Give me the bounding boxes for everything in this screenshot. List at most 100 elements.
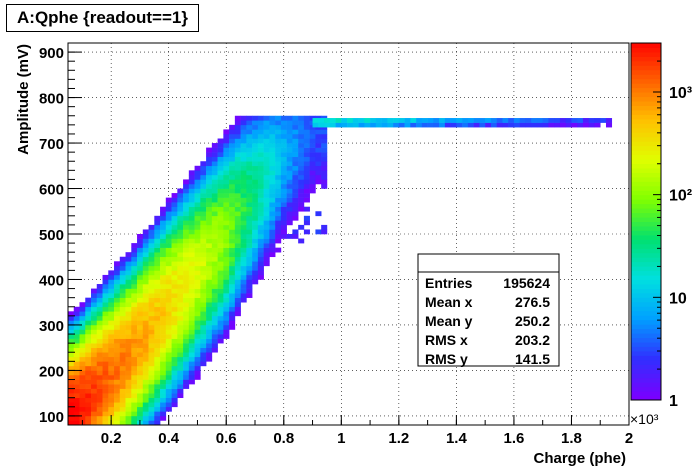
heatmap-cell: [206, 315, 213, 321]
heatmap-cell: [154, 402, 161, 408]
heatmap-cell: [280, 165, 287, 171]
heatmap-cell: [223, 334, 230, 339]
heatmap-cell: [269, 170, 276, 176]
heatmap-cell: [183, 270, 190, 276]
heatmap-cell: [188, 193, 195, 198]
heatmap-cell: [96, 393, 103, 399]
heatmap-cell: [200, 306, 207, 312]
heatmap-cell: [137, 306, 144, 312]
heatmap-cell: [315, 229, 322, 235]
color-scale-step: [631, 127, 661, 133]
heatmap-cell: [119, 352, 126, 358]
heatmap-cell: [347, 118, 354, 123]
color-scale-step: [631, 78, 661, 84]
heatmap-cell: [223, 143, 230, 148]
heatmap-cell: [183, 343, 190, 348]
heatmap-cell: [171, 202, 178, 208]
heatmap-cell: [292, 202, 299, 208]
heatmap-cell: [303, 143, 310, 148]
heatmap-cell: [148, 243, 155, 248]
heatmap-cell: [263, 256, 270, 262]
heatmap-cell: [148, 256, 155, 262]
color-scale-step: [631, 257, 661, 263]
heatmap-cell: [223, 193, 230, 198]
heatmap-cell: [154, 388, 161, 394]
heatmap-cell: [183, 211, 190, 217]
heatmap-cell: [234, 220, 241, 226]
heatmap-cell: [68, 352, 75, 358]
heatmap-cell: [257, 188, 264, 194]
heatmap-cell: [148, 270, 155, 276]
heatmap-cell: [200, 179, 207, 185]
heatmap-cell: [229, 224, 236, 230]
heatmap-cell: [217, 229, 224, 235]
heatmap-cell: [165, 252, 172, 258]
heatmap-cell: [257, 174, 264, 180]
heatmap-cell: [229, 174, 236, 180]
heatmap-cell: [206, 324, 213, 330]
heatmap-cell: [73, 374, 80, 380]
heatmap-cell: [125, 265, 132, 271]
heatmap-cell: [275, 115, 282, 121]
heatmap-cell: [142, 370, 149, 376]
heatmap-cell: [148, 338, 155, 344]
heatmap-cell: [188, 334, 195, 339]
heatmap-cell: [206, 311, 213, 317]
heatmap-cell: [275, 188, 282, 194]
heatmap-cell: [217, 329, 224, 335]
heatmap-cell: [200, 247, 207, 253]
x-scale-exponent: ×10³: [630, 411, 659, 427]
heatmap-cell: [79, 320, 86, 326]
heatmap-cell: [229, 156, 236, 162]
color-scale-step: [631, 159, 661, 164]
heatmap-cell: [286, 165, 293, 171]
heatmap-cell: [137, 393, 144, 399]
heatmap-cell: [211, 234, 218, 239]
heatmap-cell: [125, 270, 132, 276]
heatmap-cell: [246, 147, 253, 153]
heatmap-cell: [211, 306, 218, 312]
heatmap-cell: [263, 215, 270, 221]
heatmap-cell: [298, 120, 305, 126]
heatmap-cell: [73, 415, 80, 421]
heatmap-cell: [96, 311, 103, 317]
heatmap-cell: [91, 370, 98, 376]
heatmap-cell: [286, 220, 293, 226]
color-scale-step: [631, 101, 661, 106]
heatmap-cell: [177, 329, 184, 335]
heatmap-cell: [91, 356, 98, 362]
heatmap-cell: [171, 324, 178, 330]
heatmap-cell: [257, 265, 264, 271]
heatmap-cell: [183, 324, 190, 330]
heatmap-cell: [188, 356, 195, 362]
heatmap-cell: [194, 238, 201, 244]
heatmap-cell: [223, 279, 230, 285]
heatmap-cell: [309, 143, 316, 148]
heatmap-cell: [335, 118, 342, 123]
heatmap-cell: [381, 122, 388, 128]
heatmap-cell: [263, 133, 270, 139]
heatmap-cell: [206, 302, 213, 308]
heatmap-cell: [229, 315, 236, 321]
heatmap-cell: [165, 247, 172, 253]
heatmap-cell: [421, 122, 428, 128]
heatmap-cell: [114, 293, 121, 298]
heatmap-cell: [280, 211, 287, 217]
heatmap-cell: [309, 138, 316, 144]
heatmap-cell: [79, 379, 86, 385]
heatmap-cell: [131, 265, 138, 271]
heatmap-cell: [79, 347, 86, 353]
x-tick-label: 1.8: [561, 430, 582, 447]
heatmap-cell: [263, 243, 270, 248]
heatmap-cell: [234, 293, 241, 298]
heatmap-cell: [154, 415, 161, 421]
heatmap-cell: [303, 124, 310, 130]
heatmap-cell: [177, 343, 184, 348]
heatmap-cell: [223, 274, 230, 280]
heatmap-cell: [142, 334, 149, 339]
heatmap-cell: [200, 279, 207, 285]
heatmap-cell: [496, 118, 503, 123]
heatmap-cell: [246, 293, 253, 298]
heatmap-cell: [148, 370, 155, 376]
heatmap-cell: [286, 115, 293, 121]
